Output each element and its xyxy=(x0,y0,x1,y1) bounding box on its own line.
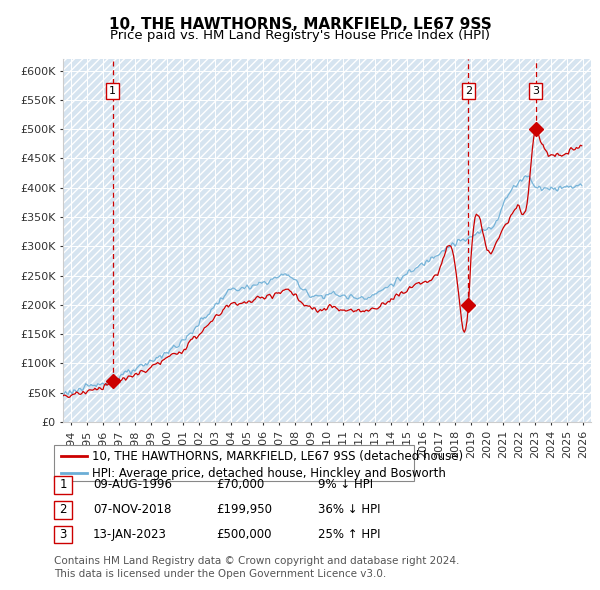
Text: 1: 1 xyxy=(59,478,67,491)
Text: 36% ↓ HPI: 36% ↓ HPI xyxy=(318,503,380,516)
Text: 1: 1 xyxy=(109,86,116,96)
Text: 2: 2 xyxy=(59,503,67,516)
Text: HPI: Average price, detached house, Hinckley and Bosworth: HPI: Average price, detached house, Hinc… xyxy=(92,467,446,480)
Text: 2: 2 xyxy=(465,86,472,96)
Text: 09-AUG-1996: 09-AUG-1996 xyxy=(93,478,172,491)
Text: This data is licensed under the Open Government Licence v3.0.: This data is licensed under the Open Gov… xyxy=(54,569,386,579)
Text: 3: 3 xyxy=(532,86,539,96)
Text: £199,950: £199,950 xyxy=(216,503,272,516)
Text: 9% ↓ HPI: 9% ↓ HPI xyxy=(318,478,373,491)
Text: 25% ↑ HPI: 25% ↑ HPI xyxy=(318,528,380,541)
Text: £70,000: £70,000 xyxy=(216,478,264,491)
Text: 10, THE HAWTHORNS, MARKFIELD, LE67 9SS (detached house): 10, THE HAWTHORNS, MARKFIELD, LE67 9SS (… xyxy=(92,450,463,463)
Text: 13-JAN-2023: 13-JAN-2023 xyxy=(93,528,167,541)
Text: Contains HM Land Registry data © Crown copyright and database right 2024.: Contains HM Land Registry data © Crown c… xyxy=(54,556,460,566)
Text: £500,000: £500,000 xyxy=(216,528,271,541)
Text: 10, THE HAWTHORNS, MARKFIELD, LE67 9SS: 10, THE HAWTHORNS, MARKFIELD, LE67 9SS xyxy=(109,17,491,31)
Text: 3: 3 xyxy=(59,528,67,541)
Text: Price paid vs. HM Land Registry's House Price Index (HPI): Price paid vs. HM Land Registry's House … xyxy=(110,30,490,42)
Text: 07-NOV-2018: 07-NOV-2018 xyxy=(93,503,172,516)
